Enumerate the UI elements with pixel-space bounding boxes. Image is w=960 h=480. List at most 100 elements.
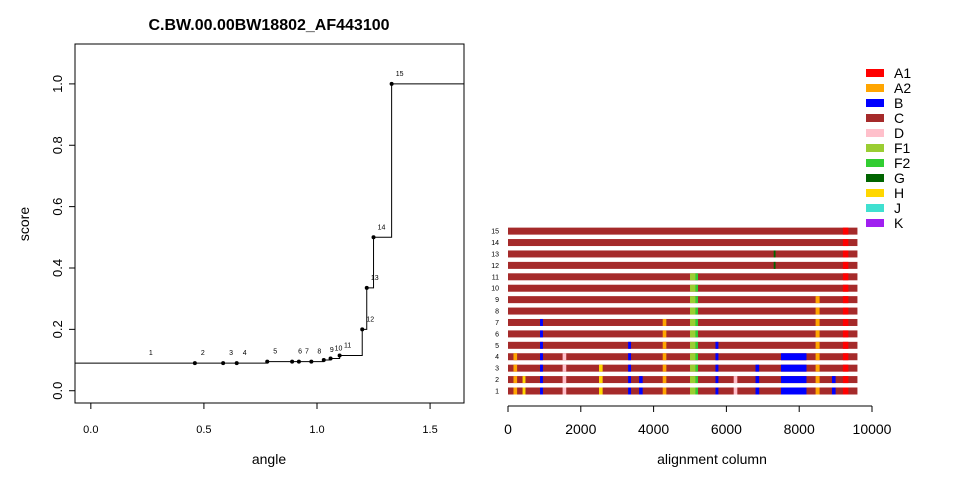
subtype-segment bbox=[715, 387, 719, 395]
score-point bbox=[371, 235, 376, 240]
subtype-segment bbox=[842, 307, 849, 315]
subtype-segment bbox=[562, 376, 567, 384]
subtype-segment bbox=[599, 387, 603, 395]
legend-label: A2 bbox=[894, 80, 911, 96]
score-point bbox=[328, 356, 333, 361]
alignment-row: 12 bbox=[491, 261, 858, 270]
row-label: 8 bbox=[495, 309, 499, 316]
score-point-label: 15 bbox=[396, 71, 404, 78]
score-plot-y-axis: 0.0 0.2 0.4 0.6 0.8 1.0 bbox=[50, 75, 75, 400]
row-label: 13 bbox=[491, 251, 499, 258]
score-point-label: 10 bbox=[335, 346, 343, 353]
legend-item: B bbox=[866, 95, 903, 111]
subtype-segment bbox=[690, 376, 696, 384]
score-point-label: 11 bbox=[344, 342, 351, 349]
subtype-segment bbox=[715, 353, 719, 361]
subtype-segment bbox=[662, 341, 667, 349]
subtype-segment bbox=[540, 330, 543, 338]
score-point bbox=[234, 361, 239, 366]
subtype-segment bbox=[662, 330, 667, 338]
row-label: 10 bbox=[491, 286, 499, 293]
alignment-row: 15 bbox=[491, 227, 858, 236]
subtype-segment bbox=[755, 364, 760, 372]
subtype-segment bbox=[815, 307, 820, 315]
legend-swatch bbox=[866, 99, 884, 107]
legend-label: D bbox=[894, 125, 904, 141]
subtype-segment bbox=[540, 318, 543, 326]
x-tick-label: 0.5 bbox=[196, 424, 211, 436]
subtype-segment bbox=[842, 284, 849, 292]
row-bar bbox=[508, 307, 858, 315]
subtype-segment bbox=[690, 387, 696, 395]
row-label: 6 bbox=[495, 331, 499, 338]
subtype-segment bbox=[628, 341, 632, 349]
row-bar bbox=[508, 330, 858, 338]
subtype-segment bbox=[690, 330, 696, 338]
alignment-row: 3 bbox=[495, 364, 858, 373]
subtype-segment bbox=[842, 273, 849, 281]
subtype-segment bbox=[540, 353, 543, 361]
row-label: 11 bbox=[492, 274, 499, 281]
legend-swatch bbox=[866, 144, 884, 152]
subtype-segment bbox=[639, 387, 643, 395]
subtype-segment bbox=[815, 341, 820, 349]
subtype-segment bbox=[842, 364, 849, 372]
alignment-row: 7 bbox=[495, 318, 858, 327]
subtype-segment bbox=[842, 261, 849, 269]
subtype-segment bbox=[815, 387, 820, 395]
subtype-segment bbox=[662, 318, 667, 326]
row-label: 12 bbox=[491, 263, 499, 270]
subtype-segment bbox=[842, 330, 849, 338]
subtype-segment bbox=[662, 353, 667, 361]
subtype-segment bbox=[562, 387, 567, 395]
alignment-x-axis: 0 2000 4000 6000 8000 10000 bbox=[504, 405, 892, 437]
legend-item: A2 bbox=[866, 80, 911, 96]
subtype-segment bbox=[513, 364, 518, 372]
subtype-segment bbox=[815, 376, 820, 384]
alignment-row: 10 bbox=[491, 284, 858, 293]
legend-item: H bbox=[866, 185, 904, 201]
alignment-row: 14 bbox=[491, 239, 858, 247]
subtype-segment bbox=[522, 387, 526, 395]
legend-label: G bbox=[894, 170, 905, 186]
legend-item: F2 bbox=[866, 155, 911, 171]
subtype-segment bbox=[733, 387, 738, 395]
legend-label: F1 bbox=[894, 140, 911, 156]
legend-item: G bbox=[866, 170, 905, 186]
score-point-label: 1 bbox=[149, 350, 153, 357]
subtype-segment bbox=[628, 387, 632, 395]
subtype-segment bbox=[842, 318, 849, 326]
subtype-segment bbox=[540, 364, 543, 372]
subtype-segment bbox=[562, 364, 567, 372]
legend-item: F1 bbox=[866, 140, 911, 156]
subtype-segment bbox=[781, 387, 807, 395]
subtype-segment bbox=[755, 387, 760, 395]
subtype-segment bbox=[628, 376, 632, 384]
row-bar bbox=[508, 353, 858, 361]
subtype-segment bbox=[540, 387, 543, 395]
subtype-segment bbox=[690, 307, 696, 315]
legend-swatch bbox=[866, 204, 884, 212]
score-plot-title: C.BW.00.00BW18802_AF443100 bbox=[148, 17, 389, 34]
subtype-segment bbox=[562, 353, 567, 361]
subtype-segment bbox=[599, 376, 603, 384]
legend-label: H bbox=[894, 185, 904, 201]
subtype-segment bbox=[540, 341, 543, 349]
subtype-segment bbox=[695, 330, 699, 338]
row-label: 14 bbox=[491, 240, 499, 247]
subtype-segment bbox=[690, 341, 696, 349]
subtype-segment bbox=[695, 307, 699, 315]
alignment-row: 2 bbox=[495, 376, 858, 384]
row-bar bbox=[508, 364, 858, 372]
legend-swatch bbox=[866, 114, 884, 122]
score-point bbox=[321, 358, 326, 363]
score-plot-frame bbox=[74, 43, 465, 404]
score-point-label: 2 bbox=[201, 350, 205, 357]
score-point-label: 8 bbox=[317, 349, 321, 356]
score-plot-x-label: angle bbox=[252, 451, 286, 467]
subtype-segment bbox=[831, 387, 836, 395]
subtype-segment bbox=[513, 387, 518, 395]
subtype-segment bbox=[773, 261, 776, 269]
